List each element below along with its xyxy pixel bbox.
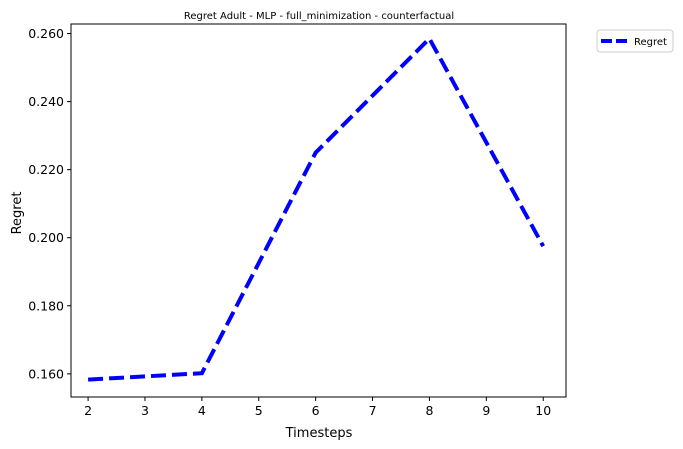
x-tick-label: 6 <box>312 403 320 418</box>
chart-title: Regret Adult - MLP - full_minimization -… <box>184 11 454 22</box>
y-tick-label: 0.260 <box>28 26 64 41</box>
y-axis-ticks: 0.160 0.180 0.200 0.220 0.240 0.260 <box>28 26 71 381</box>
x-tick-label: 2 <box>84 403 92 418</box>
x-tick-label: 7 <box>369 403 377 418</box>
x-tick-label: 3 <box>141 403 149 418</box>
legend: Regret <box>596 29 674 53</box>
legend-label-regret: Regret <box>634 37 667 48</box>
y-axis-label: Regret <box>10 192 25 235</box>
x-tick-label: 4 <box>198 403 206 418</box>
x-tick-label: 8 <box>425 403 433 418</box>
series-line-regret <box>87 35 545 382</box>
plot-frame <box>70 23 567 398</box>
y-tick-label: 0.160 <box>28 366 64 381</box>
y-tick-label: 0.180 <box>28 298 64 313</box>
legend-box <box>596 29 674 53</box>
series-layer <box>87 35 545 382</box>
x-tick-label: 5 <box>255 403 263 418</box>
x-axis-label: Timesteps <box>285 426 353 441</box>
x-axis-ticks: 2 3 4 5 6 7 8 9 10 <box>84 397 551 418</box>
x-tick-label: 9 <box>482 403 490 418</box>
y-tick-label: 0.220 <box>28 162 64 177</box>
y-tick-label: 0.240 <box>28 94 64 109</box>
x-tick-label: 10 <box>535 403 551 418</box>
y-tick-label: 0.200 <box>28 230 64 245</box>
